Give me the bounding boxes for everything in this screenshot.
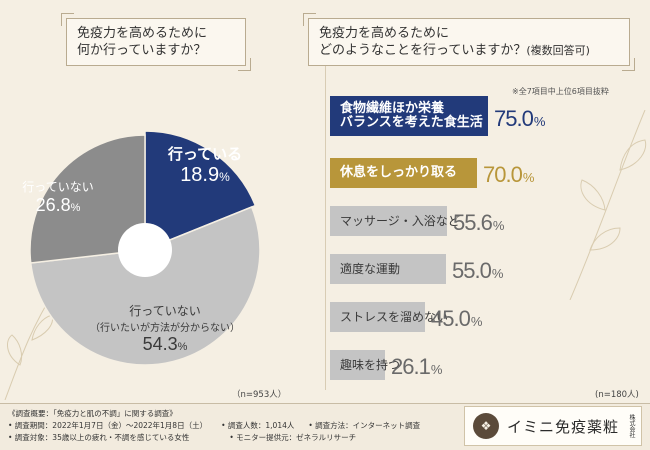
footer-period: • 調査期間：2022年1月7日（金）〜2022年1月8日（土） xyxy=(8,421,208,430)
bar-value-nutrition: 75.0% xyxy=(494,102,545,132)
bar-nutrition: 食物繊維ほか栄養 バランスを考えた食生活 xyxy=(330,96,488,136)
left-question-box: 免疫力を高めるために 何か行っていますか？ xyxy=(61,13,251,71)
bar-label-line: 休息をしっかり取る xyxy=(340,165,458,180)
bar-hobby: 趣味を持つ xyxy=(330,350,400,380)
pie-slice-want-but-unknown xyxy=(29,206,261,366)
bar-value-number: 55.6 xyxy=(453,210,493,235)
pie-label-doing: 行っている 18.9% xyxy=(150,143,260,187)
pie-label-not-doing-text: 行っていない xyxy=(22,180,94,194)
company-logo: ❖ イミニ免疫薬粧 株式会社 xyxy=(464,406,642,446)
bar-rest: 休息をしっかり取る xyxy=(330,158,477,188)
right-question-box: 免疫力を高めるために どのようなことを行っていますか？(複数回答可) xyxy=(303,13,635,71)
bar-label-line: 食物繊維ほか栄養 xyxy=(340,101,445,116)
footer-title: 《調査概要：「免疫力と肌の不調」に関する調査》 xyxy=(8,409,177,418)
right-note: ※全7項目中上位6項目抜粋 xyxy=(512,87,609,96)
bar-value-number: 75.0 xyxy=(494,106,534,131)
left-question-line1: 免疫力を高めるために xyxy=(77,26,208,41)
pie-label-doing-text: 行っている xyxy=(167,145,243,163)
footer-count: • 調査人数：1,014人 xyxy=(221,421,295,430)
pie-slice-not-doing xyxy=(29,134,146,264)
bar-value-unit: % xyxy=(491,266,504,281)
right-question-line1: 免疫力を高めるために xyxy=(319,26,450,41)
footer-method: • 調査方法：インターネット調査 xyxy=(308,421,421,430)
logo-name: イミニ免疫薬粧 xyxy=(507,417,620,436)
pie-label-doing-value: 18.9 xyxy=(180,164,220,186)
bar-value-unit: % xyxy=(470,314,483,329)
bar-value-unit: % xyxy=(492,218,505,233)
pie-label-doing-unit: % xyxy=(219,170,230,184)
bar-exercise: 適度な運動 xyxy=(330,254,446,284)
logo-mark-icon: ❖ xyxy=(473,413,499,439)
pie-label-want-line1: 行っていない xyxy=(129,304,201,318)
pie-label-want-unit: % xyxy=(177,341,188,353)
bar-value-unit: % xyxy=(522,170,535,185)
pie-center-hole xyxy=(118,223,172,277)
pie-label-want-line2: （行いたいが方法が分からない） xyxy=(90,323,240,334)
bar-label-line: ストレスを溜めない xyxy=(340,310,449,324)
leaf-decoration-right xyxy=(569,110,647,300)
bar-massage-bath: マッサージ・入浴など xyxy=(330,206,460,236)
pie-label-not-doing-value: 26.8 xyxy=(35,195,71,215)
pie-label-want-value: 54.3 xyxy=(142,334,178,354)
right-question-sub: (複数回答可) xyxy=(526,44,590,57)
bar-value-unit: % xyxy=(533,114,546,129)
bar-label-rest: 休息をしっかり取る xyxy=(340,166,457,180)
right-n-label: (n=180人) xyxy=(595,390,639,400)
pie-label-want-but-unknown: 行っていない （行いたいが方法が分からない） 54.3% xyxy=(80,302,250,355)
bar-label-line: 適度な運動 xyxy=(340,262,401,276)
pie-label-not-doing-unit: % xyxy=(70,202,81,214)
panel-divider xyxy=(325,18,326,390)
bar-value-stress: 45.0% xyxy=(431,302,482,332)
bar-value-number: 55.0 xyxy=(452,258,492,283)
bar-label-stress: ストレスを溜めない xyxy=(340,310,448,324)
left-n-label: （n=953人） xyxy=(232,390,287,400)
bar-value-unit: % xyxy=(430,362,443,377)
bar-value-exercise: 55.0% xyxy=(452,254,503,284)
footer-target: • 調査対象：35歳以上の疲れ・不調を感じている女性 xyxy=(8,433,190,442)
bar-label-line: バランスを考えた食生活 xyxy=(340,115,483,130)
pie-chart xyxy=(29,130,261,366)
left-panel: 免疫力を高めるために 何か行っていますか？ 行っている 18.9% 行っていない… xyxy=(0,0,325,403)
bar-value-rest: 70.0% xyxy=(483,158,534,188)
bar-label-nutrition: 食物繊維ほか栄養 バランスを考えた食生活 xyxy=(340,102,483,130)
bar-value-number: 70.0 xyxy=(483,162,523,187)
logo-suffix: 株式会社 xyxy=(628,414,636,438)
bar-value-number: 26.1 xyxy=(391,354,431,379)
bar-value-number: 45.0 xyxy=(431,306,471,331)
footer-provider: • モニター提供元：ゼネラルリサーチ xyxy=(229,433,357,442)
bar-value-hobby: 26.1% xyxy=(391,350,442,380)
bar-stress: ストレスを溜めない xyxy=(330,302,448,332)
bar-label-massage-bath: マッサージ・入浴など xyxy=(340,214,460,228)
right-question-line2: どのようなことを行っていますか？ xyxy=(319,43,527,58)
bar-label-line: マッサージ・入浴など xyxy=(340,214,460,228)
bar-label-hobby: 趣味を持つ xyxy=(340,358,400,372)
pie-slice-doing xyxy=(144,130,257,252)
bar-value-massage-bath: 55.6% xyxy=(453,206,504,236)
left-question-line2: 何か行っていますか？ xyxy=(77,43,207,58)
pie-label-not-doing: 行っていない 26.8% xyxy=(8,178,108,216)
bar-label-line: 趣味を持つ xyxy=(340,358,401,372)
bar-label-exercise: 適度な運動 xyxy=(340,262,400,276)
